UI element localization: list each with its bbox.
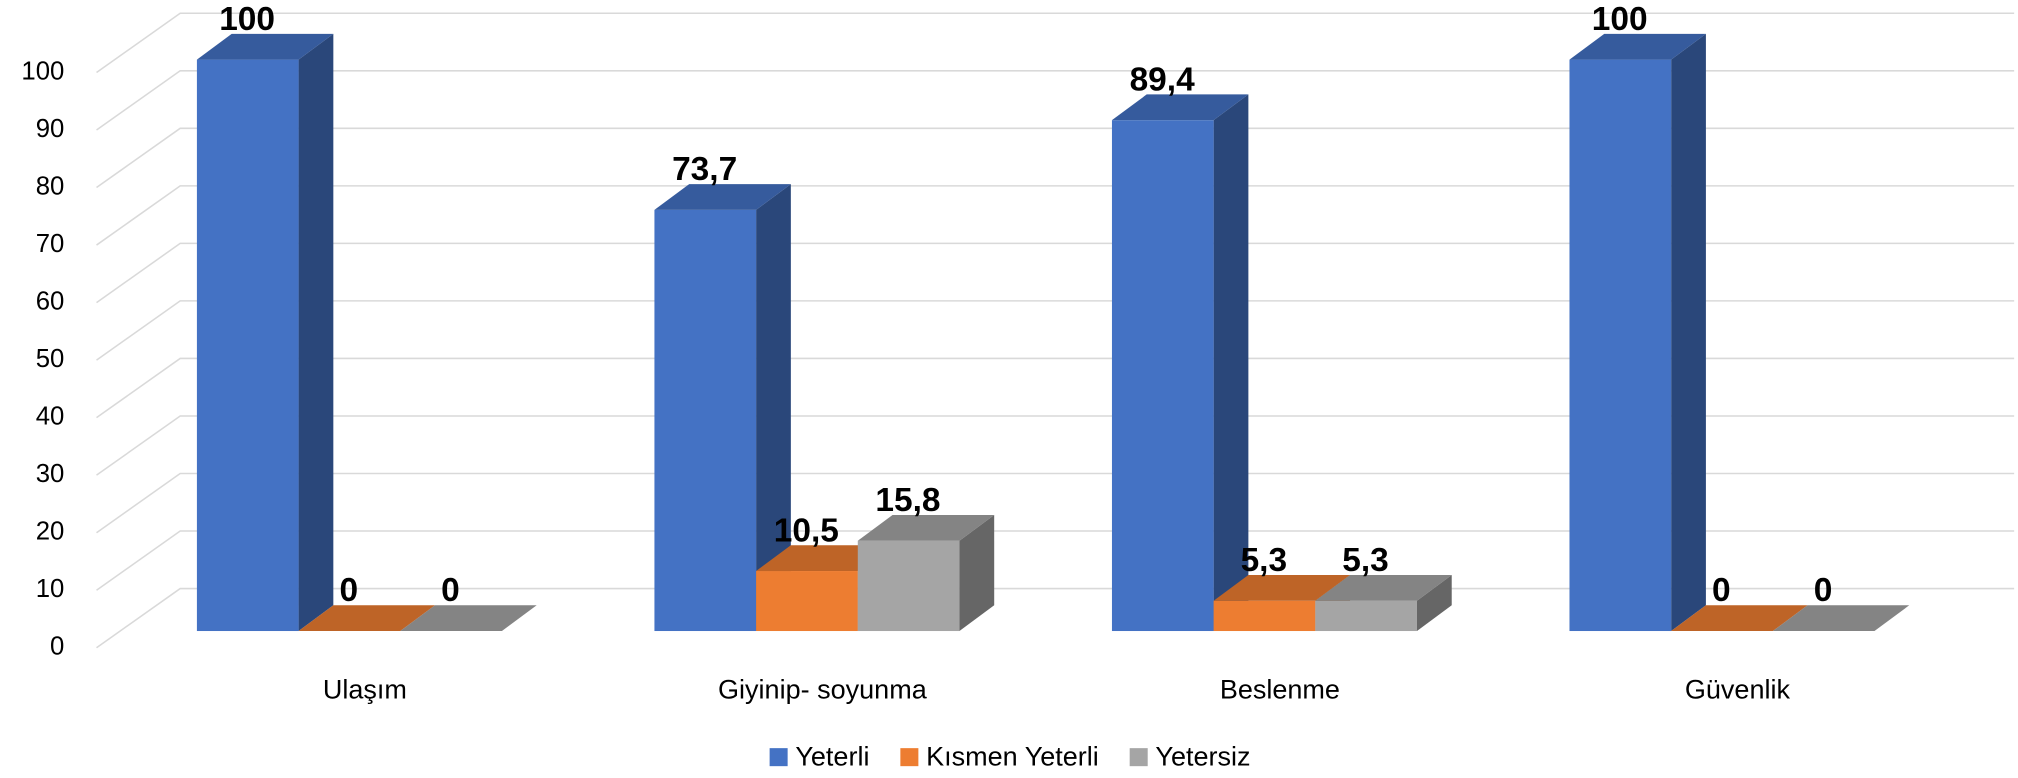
bar-top	[298, 605, 436, 632]
data-label: 15,8	[875, 482, 940, 519]
y-tick-label: 40	[36, 402, 65, 430]
legend-swatch	[900, 748, 919, 767]
grid-line	[96, 127, 2015, 189]
bar	[756, 571, 858, 632]
bar-side	[1671, 33, 1706, 632]
x-tick-label: Beslenme	[1220, 675, 1340, 705]
y-tick-label: 90	[36, 115, 65, 143]
bar-top	[1569, 33, 1706, 60]
bar-side	[1416, 575, 1452, 632]
data-label: 0	[441, 572, 460, 609]
grid-line	[96, 415, 2015, 476]
legend-label: Yeterli	[795, 742, 869, 772]
bar-top	[1671, 605, 1808, 632]
y-tick-label: 100	[21, 57, 64, 85]
bar	[857, 540, 960, 632]
y-tick-label: 30	[36, 460, 65, 488]
bar-top	[1111, 94, 1249, 121]
data-label: 100	[219, 1, 275, 38]
bar-top	[196, 33, 334, 60]
y-tick-label: 0	[50, 633, 64, 661]
data-label: 10,5	[774, 512, 839, 549]
grid-line	[96, 472, 2015, 534]
y-tick-label: 70	[36, 230, 65, 258]
data-label: 89,4	[1130, 61, 1196, 98]
x-tick-label: Güvenlik	[1685, 675, 1791, 705]
bar	[196, 59, 299, 632]
bar	[654, 209, 757, 632]
bar-side	[1213, 94, 1249, 632]
data-label: 5,3	[1342, 542, 1389, 579]
grid-line	[96, 12, 2015, 74]
grid-line	[96, 357, 2015, 419]
bar-top	[1772, 605, 1910, 632]
grid-line	[96, 530, 2015, 591]
bar-top	[654, 184, 791, 210]
y-tick-label: 10	[36, 575, 65, 603]
bar-top	[400, 605, 537, 632]
legend-swatch	[769, 748, 788, 767]
data-label: 0	[339, 572, 358, 609]
y-tick-label: 50	[36, 345, 65, 373]
data-label: 73,7	[672, 151, 737, 188]
grid-line	[96, 242, 2015, 304]
data-label: 100	[1592, 1, 1648, 38]
legend-label: Kısmen Yeterli	[926, 742, 1099, 772]
data-label: 5,3	[1241, 542, 1288, 579]
x-tick-label: Ulaşım	[323, 675, 407, 705]
bar	[1213, 600, 1316, 632]
bar-side	[298, 33, 334, 632]
bar-top	[1213, 575, 1351, 601]
bar	[1569, 59, 1672, 632]
bar	[1315, 600, 1417, 632]
y-tick-label: 60	[36, 287, 65, 315]
y-tick-label: 20	[36, 517, 65, 545]
legend-swatch	[1129, 748, 1148, 767]
data-label: 0	[1814, 572, 1833, 609]
legend-label: Yetersiz	[1155, 742, 1250, 772]
grid-line	[96, 300, 2015, 361]
x-tick-label: Giyinip- soyunma	[718, 675, 928, 705]
grid-line	[96, 70, 2015, 131]
bar-top	[1315, 575, 1452, 601]
bar-side	[756, 184, 791, 632]
y-tick-label: 80	[36, 172, 65, 200]
bar-top	[857, 515, 995, 541]
bar-side	[959, 515, 995, 632]
bar	[1111, 120, 1214, 632]
grid-line	[96, 185, 2015, 246]
data-label: 0	[1712, 572, 1731, 609]
